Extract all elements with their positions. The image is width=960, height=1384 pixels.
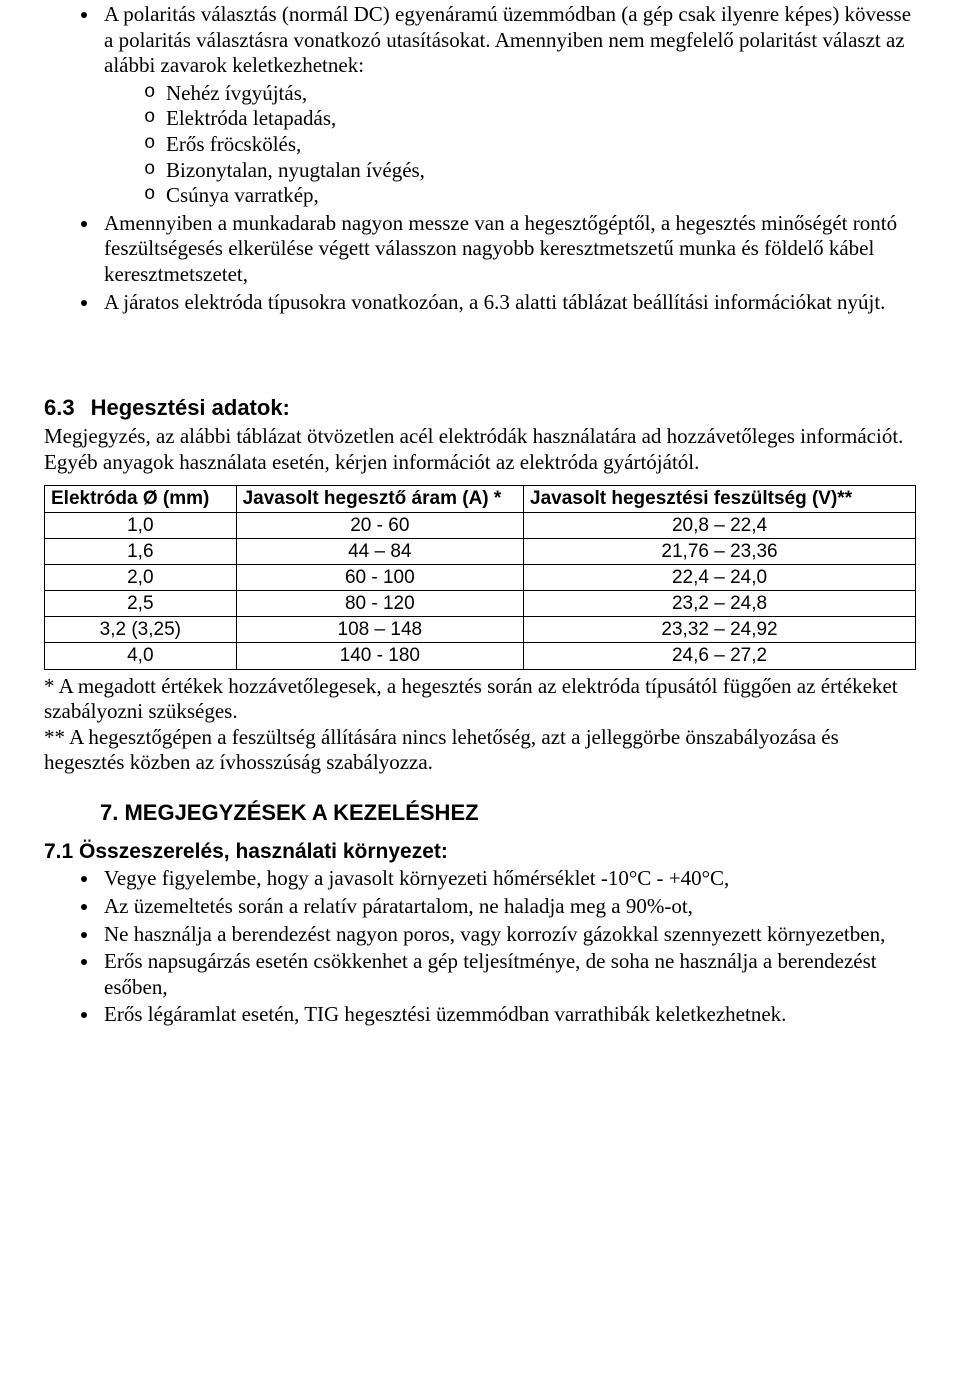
list-item: Az üzemeltetés során a relatív páratarta… [100,894,916,920]
table-cell: 20 - 60 [236,512,523,538]
table-cell: 24,6 – 27,2 [524,643,916,669]
list-item: Amennyiben a munkadarab nagyon messze va… [100,211,916,288]
list-item: Vegye figyelembe, hogy a javasolt környe… [100,866,916,892]
list-item-text: Nehéz ívgyújtás, [166,81,307,105]
table-row: 4,0 140 - 180 24,6 – 27,2 [45,643,916,669]
footnote: * A megadott értékek hozzávetőlegesek, a… [44,674,916,725]
section-6-3-title: 6.3Hegesztési adatok: [44,395,916,422]
table-footnotes: * A megadott értékek hozzávetőlegesek, a… [44,674,916,776]
table-cell: 108 – 148 [236,617,523,643]
section-heading-text: Hegesztési adatok: [91,395,290,420]
table-cell: 2,5 [45,591,237,617]
table-cell: 2,0 [45,564,237,590]
list-item: Csúnya varratkép, [144,183,916,209]
list-item-text: Bizonytalan, nyugtalan ívégés, [166,158,425,182]
table-row: 2,5 80 - 120 23,2 – 24,8 [45,591,916,617]
table-cell: 140 - 180 [236,643,523,669]
welding-data-table: Elektróda Ø (mm) Javasolt hegesztő áram … [44,485,916,669]
section-7-1-heading: 7.1 Összeszerelés, használati környezet: [44,839,916,865]
table-cell: 4,0 [45,643,237,669]
table-row: 3,2 (3,25) 108 – 148 23,32 – 24,92 [45,617,916,643]
list-item-text: Az üzemeltetés során a relatív páratarta… [104,894,693,918]
list-item: A járatos elektróda típusokra vonatkozóa… [100,290,916,316]
table-row: 1,6 44 – 84 21,76 – 23,36 [45,538,916,564]
table-cell: 1,6 [45,538,237,564]
list-item-text: Erős napsugárzás esetén csökkenhet a gép… [104,949,877,999]
table-cell: 1,0 [45,512,237,538]
table-cell: 23,32 – 24,92 [524,617,916,643]
list-item-text: A járatos elektróda típusokra vonatkozóa… [104,290,885,314]
list-item-text: Ne használja a berendezést nagyon poros,… [104,922,885,946]
table-cell: 44 – 84 [236,538,523,564]
footnote: ** A hegesztőgépen a feszültség állításá… [44,725,916,776]
table-header-cell: Elektróda Ø (mm) [45,486,237,512]
table-cell: 60 - 100 [236,564,523,590]
table-cell: 21,76 – 23,36 [524,538,916,564]
list-item: Bizonytalan, nyugtalan ívégés, [144,158,916,184]
list-item: Erős légáramlat esetén, TIG hegesztési ü… [100,1002,916,1028]
list-item-text: Csúnya varratkép, [166,183,319,207]
list-item-text: Erős légáramlat esetén, TIG hegesztési ü… [104,1002,786,1026]
table-cell: 22,4 – 24,0 [524,564,916,590]
list-item: A polaritás választás (normál DC) egyená… [100,2,916,209]
table-cell: 20,8 – 22,4 [524,512,916,538]
list-item-text: Vegye figyelembe, hogy a javasolt környe… [104,866,729,890]
section-7-1-list: Vegye figyelembe, hogy a javasolt környe… [44,866,916,1028]
table-row: 1,0 20 - 60 20,8 – 22,4 [45,512,916,538]
list-item-text: A polaritás választás (normál DC) egyená… [104,2,911,77]
table-header-cell: Javasolt hegesztő áram (A) * [236,486,523,512]
table-row: 2,0 60 - 100 22,4 – 24,0 [45,564,916,590]
table-cell: 80 - 120 [236,591,523,617]
sub-list: Nehéz ívgyújtás, Elektróda letapadás, Er… [104,81,916,209]
section-7-heading: 7. MEGJEGYZÉSEK A KEZELÉSHEZ [100,800,916,827]
list-item: Nehéz ívgyújtás, [144,81,916,107]
list-item-text: Amennyiben a munkadarab nagyon messze va… [104,211,897,286]
list-item-text: Elektróda letapadás, [166,106,336,130]
table-header-cell: Javasolt hegesztési feszültség (V)** [524,486,916,512]
section-6-3-intro: Megjegyzés, az alábbi táblázat ötvözetle… [44,424,916,475]
section-number: 6.3 [44,395,91,420]
spacer [44,321,916,395]
top-bullet-list: A polaritás választás (normál DC) egyená… [44,2,916,315]
list-item: Erős fröcskölés, [144,132,916,158]
table-cell: 23,2 – 24,8 [524,591,916,617]
list-item: Ne használja a berendezést nagyon poros,… [100,922,916,948]
list-item: Erős napsugárzás esetén csökkenhet a gép… [100,949,916,1000]
table-cell: 3,2 (3,25) [45,617,237,643]
table-header-row: Elektróda Ø (mm) Javasolt hegesztő áram … [45,486,916,512]
list-item: Elektróda letapadás, [144,106,916,132]
document-page: A polaritás választás (normál DC) egyená… [0,0,960,1384]
list-item-text: Erős fröcskölés, [166,132,301,156]
